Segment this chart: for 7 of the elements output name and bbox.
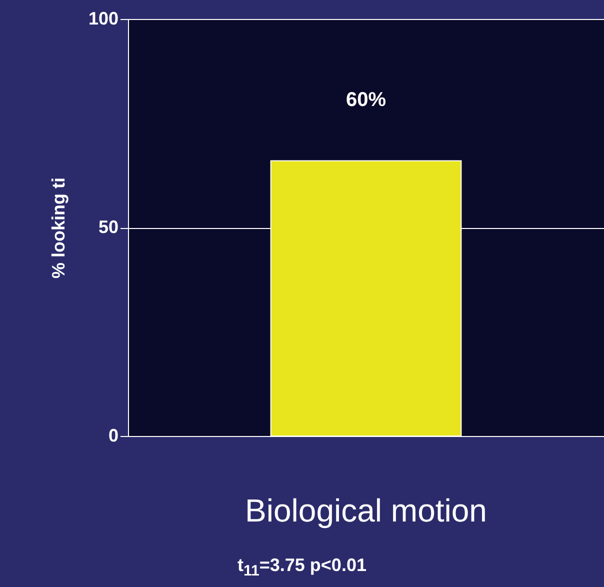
y-axis-title: % looking ti [48, 178, 68, 278]
y-tick-label: 50 [98, 217, 118, 237]
y-tick-label: 0 [108, 426, 118, 446]
y-tick-label: 100 [88, 8, 118, 28]
text: t$_{11}$=3.75 p<0.01 [236, 555, 368, 580]
annotation: 60% [346, 89, 386, 111]
x-tick-label: Biological motion [245, 492, 487, 528]
